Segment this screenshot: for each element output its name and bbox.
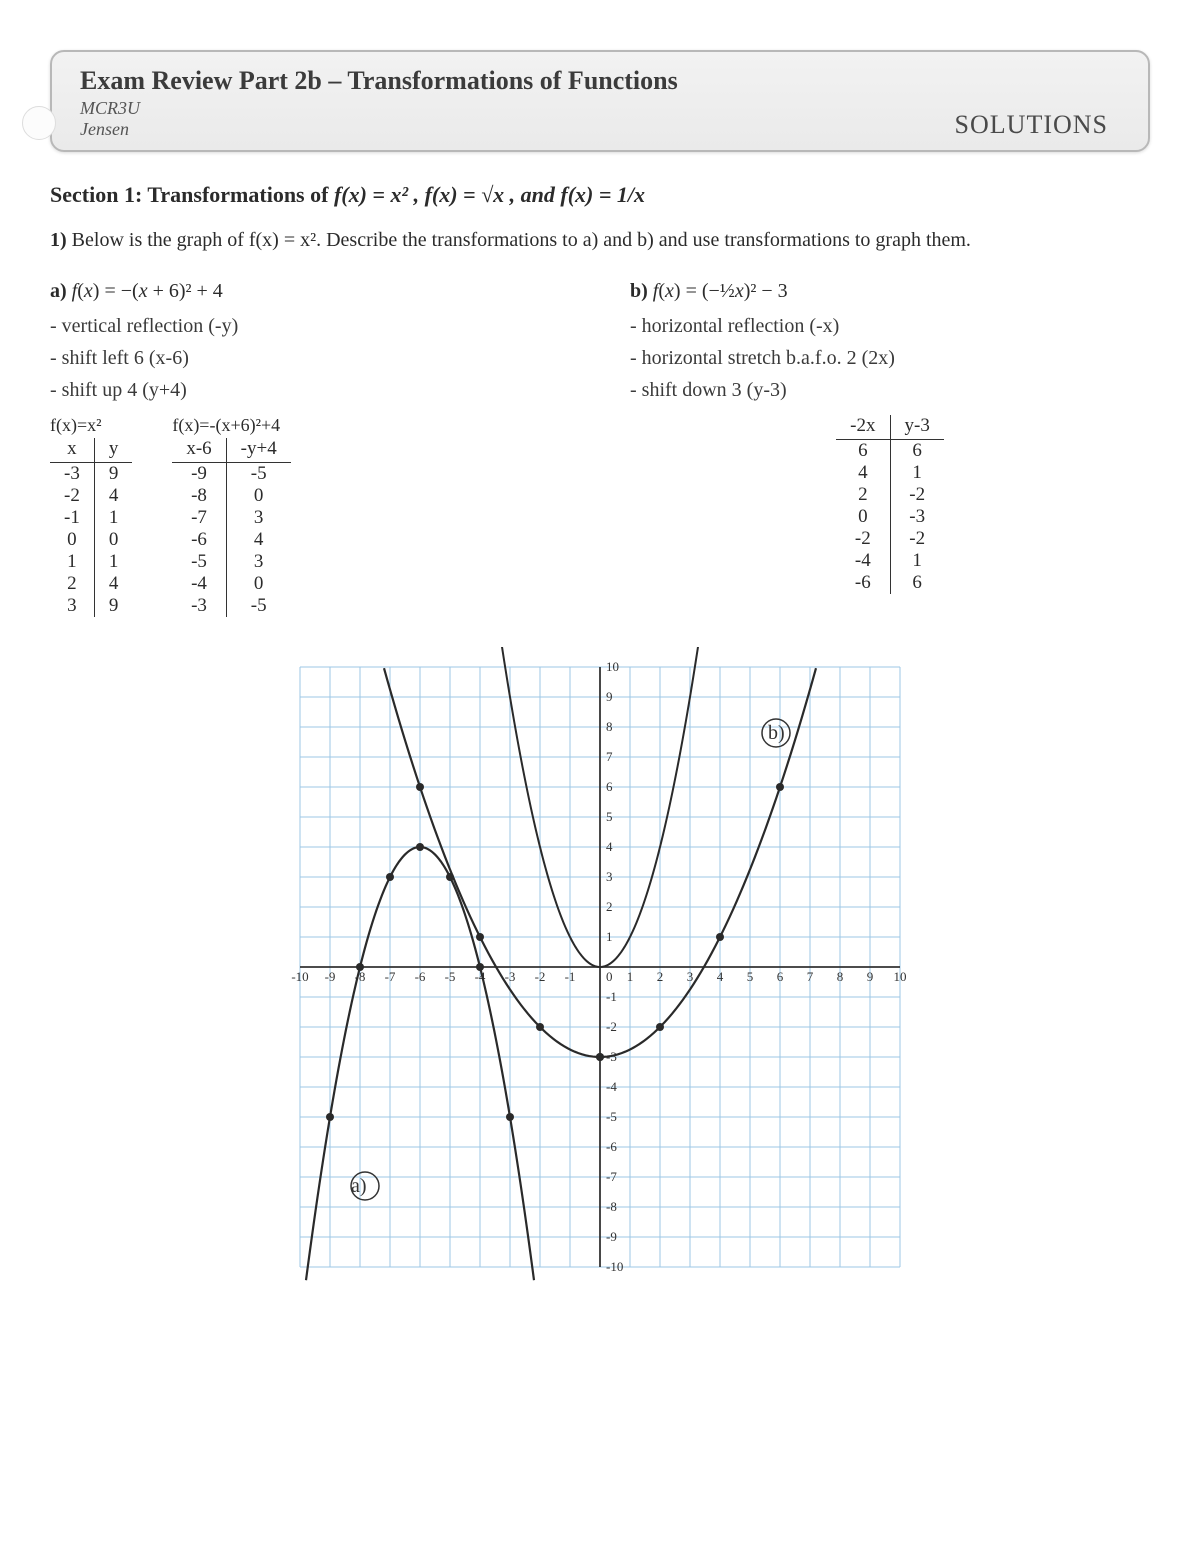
svg-text:8: 8 xyxy=(606,719,613,734)
svg-text:10: 10 xyxy=(606,659,619,674)
svg-text:5: 5 xyxy=(747,969,754,984)
worksheet-header: Exam Review Part 2b – Transformations of… xyxy=(50,50,1150,152)
table-a2-caption: f(x)=-(x+6)²+4 xyxy=(172,415,290,436)
svg-text:-10: -10 xyxy=(606,1259,623,1274)
hole-punch xyxy=(22,106,56,140)
part-b-tables: -2xy-3 66 41 2-2 0-3 -2-2 -41 -66 xyxy=(630,415,1150,594)
question-body: Below is the graph of f(x) = x². Describ… xyxy=(72,229,971,251)
svg-text:-5: -5 xyxy=(606,1109,617,1124)
svg-text:10: 10 xyxy=(894,969,907,984)
svg-text:1: 1 xyxy=(627,969,634,984)
section-title: Section 1: Transformations of f(x) = x² … xyxy=(50,182,1150,208)
svg-text:-10: -10 xyxy=(291,969,308,984)
table-a2: x-6-y+4 -9-5 -80 -73 -64 -53 -40 -3-5 xyxy=(172,438,290,617)
svg-text:-1: -1 xyxy=(565,969,576,984)
svg-text:-9: -9 xyxy=(606,1229,617,1244)
section-title-math: f(x) = x² , f(x) = √x , and f(x) = 1/x xyxy=(334,182,645,207)
svg-text:7: 7 xyxy=(807,969,814,984)
question-text: 1) Below is the graph of f(x) = x². Desc… xyxy=(50,226,1150,254)
svg-text:-2: -2 xyxy=(606,1019,617,1034)
svg-text:-7: -7 xyxy=(606,1169,617,1184)
svg-text:6: 6 xyxy=(777,969,784,984)
svg-text:2: 2 xyxy=(657,969,664,984)
parts-row: a) f(x) = −(x + 6)² + 4 - vertical refle… xyxy=(50,280,1150,617)
svg-text:-6: -6 xyxy=(606,1139,617,1154)
part-b: b) f(x) = (−½x)² − 3 - horizontal reflec… xyxy=(630,280,1150,617)
svg-text:7: 7 xyxy=(606,749,613,764)
header-title: Exam Review Part 2b – Transformations of… xyxy=(80,66,1120,96)
svg-text:-8: -8 xyxy=(606,1199,617,1214)
part-a-notes: - vertical reflection (-y) - shift left … xyxy=(50,311,570,405)
svg-text:-4: -4 xyxy=(606,1079,617,1094)
svg-text:-5: -5 xyxy=(445,969,456,984)
svg-text:1: 1 xyxy=(606,929,613,944)
svg-text:2: 2 xyxy=(606,899,613,914)
svg-text:5: 5 xyxy=(606,809,613,824)
svg-text:6: 6 xyxy=(606,779,613,794)
svg-text:9: 9 xyxy=(867,969,874,984)
svg-text:-9: -9 xyxy=(325,969,336,984)
table-a1-caption: f(x)=x² xyxy=(50,415,132,436)
part-a-tables: f(x)=x² xy -39 -24 -11 00 11 24 39 f(x)=… xyxy=(50,415,570,617)
part-b-eqn: b) f(x) = (−½x)² − 3 xyxy=(630,280,1150,303)
table-b: -2xy-3 66 41 2-2 0-3 -2-2 -41 -66 xyxy=(836,415,944,594)
svg-text:4: 4 xyxy=(717,969,724,984)
section-title-prefix: Section 1: Transformations of xyxy=(50,182,334,207)
question-number: 1) xyxy=(50,229,67,251)
svg-text:4: 4 xyxy=(606,839,613,854)
chart-container: -10-9-8-7-6-5-4-3-2-112345678910-10-9-8-… xyxy=(50,647,1150,1287)
header-solutions: SOLUTIONS xyxy=(955,110,1108,140)
svg-text:0: 0 xyxy=(606,969,613,984)
part-a-eqn: a) f(x) = −(x + 6)² + 4 xyxy=(50,280,570,303)
svg-text:b): b) xyxy=(768,722,785,744)
table-a1: xy -39 -24 -11 00 11 24 39 xyxy=(50,438,132,617)
svg-text:-7: -7 xyxy=(385,969,396,984)
svg-text:-1: -1 xyxy=(606,989,617,1004)
svg-text:8: 8 xyxy=(837,969,844,984)
svg-text:-6: -6 xyxy=(415,969,426,984)
svg-text:9: 9 xyxy=(606,689,613,704)
svg-text:-2: -2 xyxy=(535,969,546,984)
coordinate-chart: -10-9-8-7-6-5-4-3-2-112345678910-10-9-8-… xyxy=(280,647,920,1287)
svg-text:3: 3 xyxy=(606,869,613,884)
part-a: a) f(x) = −(x + 6)² + 4 - vertical refle… xyxy=(50,280,570,617)
part-b-notes: - horizontal reflection (-x) - horizonta… xyxy=(630,311,1150,405)
svg-text:3: 3 xyxy=(687,969,694,984)
